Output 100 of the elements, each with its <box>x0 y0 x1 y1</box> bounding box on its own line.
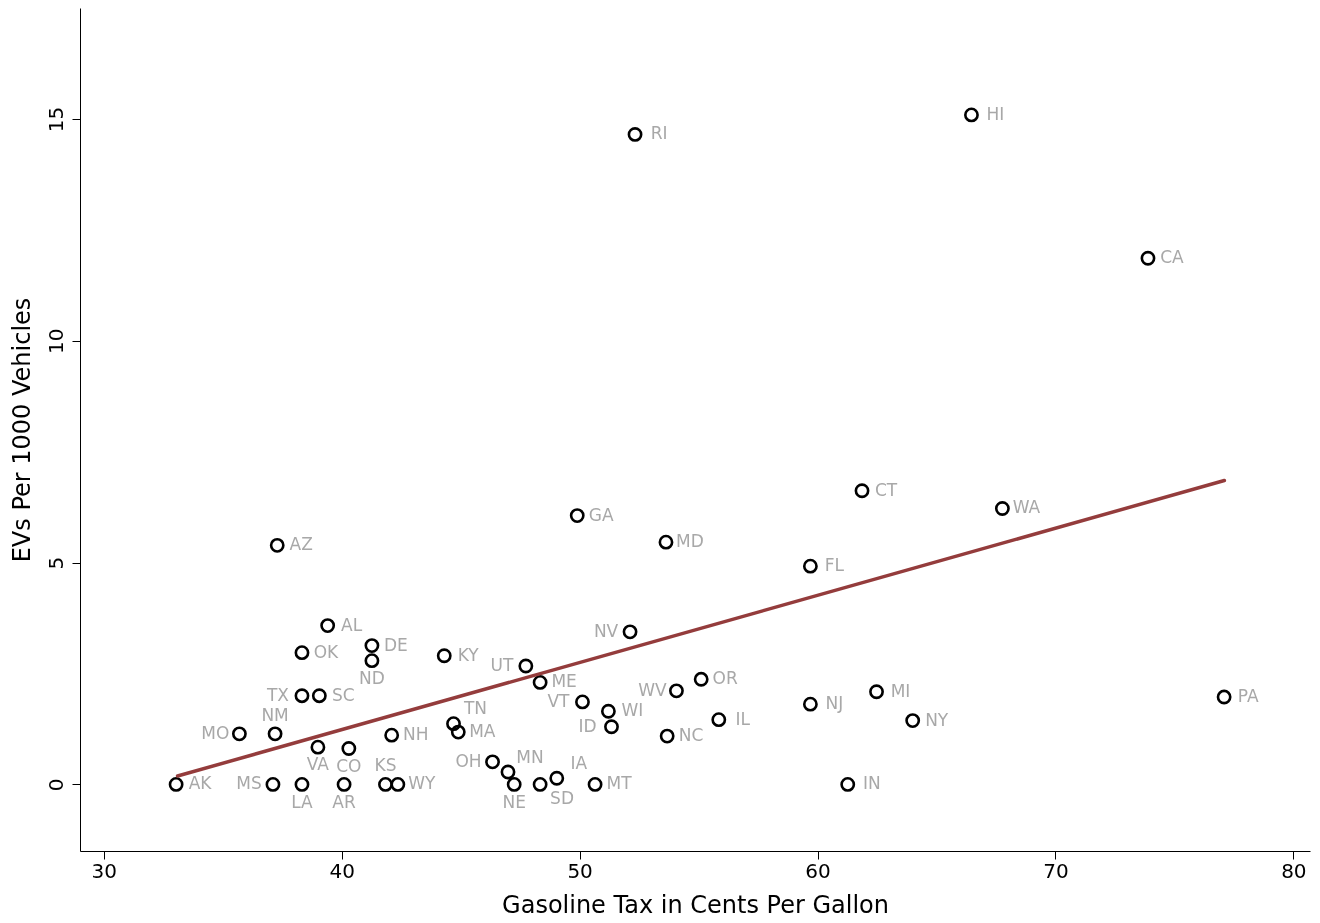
data-label: TX <box>265 684 290 705</box>
point <box>627 127 643 142</box>
point <box>364 638 380 653</box>
point <box>310 739 326 755</box>
data-label: AZ <box>289 534 313 555</box>
point <box>869 684 884 700</box>
point <box>485 754 500 770</box>
point <box>600 703 616 719</box>
point <box>1140 250 1156 266</box>
point <box>384 727 400 743</box>
point <box>518 658 534 674</box>
data-label: MT <box>606 773 633 794</box>
data-label: CO <box>336 755 362 776</box>
point <box>569 508 585 523</box>
point <box>658 534 674 550</box>
point <box>575 694 590 710</box>
y-tick-label: 15 <box>43 106 68 133</box>
data-label: UT <box>490 654 514 675</box>
data-label: IN <box>862 773 881 794</box>
data-label: DE <box>384 634 408 655</box>
data-label: IA <box>570 753 588 774</box>
point <box>802 558 818 574</box>
data-label: WA <box>1012 497 1041 518</box>
y-tick-label: 5 <box>43 556 68 570</box>
point <box>659 728 675 744</box>
point <box>336 777 352 792</box>
point <box>587 777 603 792</box>
data-label: ID <box>578 715 597 736</box>
x-tick-label: 80 <box>1281 858 1307 883</box>
data-label: SC <box>332 684 355 705</box>
data-label: OH <box>455 750 482 771</box>
data-label: NV <box>593 620 619 641</box>
point <box>311 688 327 704</box>
point <box>693 671 709 687</box>
point <box>341 741 357 756</box>
point <box>320 618 336 634</box>
data-label: NJ <box>825 693 844 714</box>
data-label: AL <box>341 614 363 635</box>
point <box>231 726 247 742</box>
point <box>168 777 184 792</box>
data-label: KY <box>457 644 480 665</box>
point <box>854 483 870 499</box>
data-label: MA <box>469 721 496 742</box>
data-label: TN <box>462 698 488 719</box>
point <box>994 501 1010 516</box>
point <box>1216 689 1232 705</box>
x-tick-label: 60 <box>805 858 831 883</box>
point <box>532 674 548 690</box>
data-label: KS <box>374 755 397 776</box>
data-label: VT <box>547 690 571 711</box>
data-label: IL <box>735 708 751 729</box>
data-label: SD <box>550 787 574 808</box>
point <box>294 688 310 704</box>
point <box>711 712 727 728</box>
point <box>964 107 979 123</box>
point <box>669 683 684 699</box>
point <box>506 777 522 792</box>
data-label: NM <box>261 704 289 725</box>
x-tick-label: 50 <box>567 858 593 883</box>
data-label: AK <box>188 773 213 794</box>
data-label: MO <box>201 722 230 743</box>
point <box>390 777 406 792</box>
y-tick-label: 0 <box>43 778 68 792</box>
point <box>269 537 285 553</box>
data-label: GA <box>588 504 614 525</box>
point <box>549 770 565 786</box>
point <box>378 777 393 792</box>
point <box>622 624 638 640</box>
data-label: ND <box>359 667 385 688</box>
data-label: AR <box>332 791 356 812</box>
data-label: CT <box>874 479 898 500</box>
data-label: WV <box>638 679 668 700</box>
point <box>905 713 921 728</box>
data-label: MD <box>676 531 704 552</box>
x-tick-label: 70 <box>1043 858 1069 883</box>
point <box>840 777 856 792</box>
point <box>436 648 452 664</box>
data-label: LA <box>291 791 314 812</box>
data-label: FL <box>824 555 845 576</box>
point <box>267 726 283 742</box>
data-label: OK <box>313 641 340 662</box>
x-tick-label: 40 <box>329 858 355 883</box>
data-label: RI <box>650 123 668 144</box>
point <box>802 696 818 712</box>
data-label: HI <box>986 103 1005 124</box>
data-label: NY <box>925 709 949 730</box>
data-label: MN <box>516 746 544 767</box>
point <box>450 724 466 740</box>
point <box>500 764 516 780</box>
x-axis-title: Gasoline Tax in Cents Per Gallon <box>502 890 889 919</box>
data-label: WI <box>621 700 644 721</box>
y-tick-label: 10 <box>43 328 68 354</box>
data-label: VA <box>306 754 330 775</box>
point <box>532 777 548 792</box>
data-label: MS <box>236 773 262 794</box>
data-label: PA <box>1237 686 1259 707</box>
data-label: OR <box>712 668 738 689</box>
data-label: WY <box>408 773 437 794</box>
data-label: NE <box>502 791 526 812</box>
data-label: NC <box>678 725 704 746</box>
